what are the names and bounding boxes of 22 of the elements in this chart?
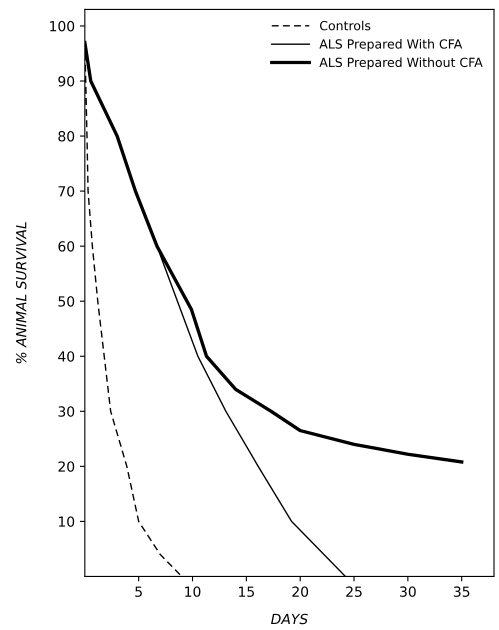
y-tick-label: 100 [50,20,74,32]
y-tick-label: 90 [58,76,74,86]
legend-label: ALS Prepared Without CFA [319,57,483,70]
legend-label: Controls [320,20,370,30]
y-tick-label: 10 [58,516,74,527]
x-tick-label: 35 [454,586,470,597]
x-tick-label: 30 [400,586,416,597]
y-tick-label: 40 [58,351,74,362]
y-tick-label: 60 [58,241,74,252]
legend-label: ALS Prepared With CFA [319,39,462,52]
y-tick-label: 20 [58,461,74,472]
y-axis-title: % ANIMAL SURVIVAL [16,222,26,364]
x-tick-label: 15 [239,586,254,597]
x-axis-title: DAYS [271,614,308,624]
x-tick-label: 20 [292,586,308,597]
x-tick-label: 25 [346,586,362,597]
y-tick-label: 50 [58,296,74,307]
x-tick-label: 5 [135,586,142,597]
y-tick-label: 30 [58,406,74,417]
y-tick-label: 70 [58,186,74,197]
y-tick-label: 80 [58,131,74,142]
x-tick-label: 10 [185,586,200,597]
